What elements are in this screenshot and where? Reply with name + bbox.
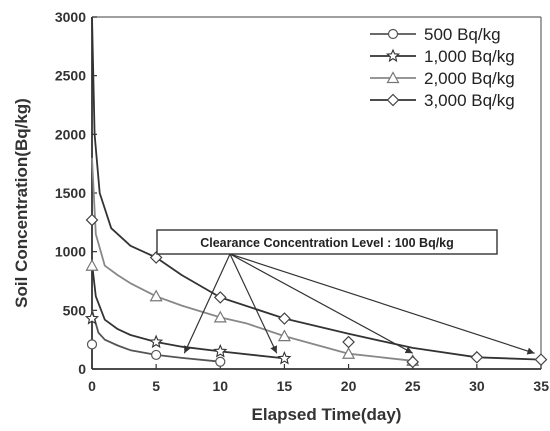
y-tick-label: 0 — [78, 361, 86, 377]
data-point-series-4 — [534, 353, 548, 366]
y-tick-label: 2500 — [55, 68, 86, 84]
annotation-text: Clearance Concentration Level : 100 Bq/k… — [200, 236, 454, 250]
data-point-series-1 — [86, 339, 98, 350]
annotation-arrow — [229, 253, 535, 355]
y-tick-label: 500 — [63, 302, 87, 318]
legend-marker — [386, 71, 400, 84]
x-tick-label: 10 — [212, 378, 228, 394]
data-point-series-1 — [151, 349, 162, 361]
data-point-series-2 — [84, 311, 100, 325]
data-point-series-3 — [85, 259, 99, 271]
legend: 500 Bq/kg 1,000 Bq/kg 2,000 Bq/kg 3,000 Bq/… — [370, 25, 515, 110]
x-tick-label: 15 — [277, 378, 293, 394]
annotation-arrow — [229, 253, 414, 354]
data-point-series-1 — [215, 356, 226, 367]
x-tick-label: 30 — [469, 378, 485, 394]
data-point-series-3 — [213, 310, 227, 323]
legend-label: 3,000 Bq/kg — [424, 91, 515, 110]
data-point-series-4 — [213, 291, 227, 304]
data-point-series-4 — [342, 335, 355, 349]
series-markers — [84, 213, 548, 369]
x-axis-label: Elapsed Time(day) — [252, 405, 402, 424]
series-line-2 — [91, 263, 285, 360]
data-point-series-4 — [470, 350, 484, 364]
legend-marker — [385, 48, 401, 63]
x-tick-label: 5 — [152, 378, 160, 394]
legend-label: 500 Bq/kg — [424, 25, 501, 44]
y-tick-label: 1000 — [55, 244, 86, 260]
y-tick-label: 3000 — [55, 9, 86, 25]
legend-label: 1,000 Bq/kg — [424, 47, 515, 66]
x-tick-label: 25 — [405, 378, 421, 394]
data-point-series-3 — [277, 329, 291, 342]
data-point-series-3 — [149, 289, 163, 302]
series-line-1 — [91, 310, 221, 363]
y-tick-label: 1500 — [55, 185, 86, 201]
data-point-series-4 — [149, 251, 163, 264]
legend-marker — [387, 28, 399, 40]
data-point-series-3 — [342, 347, 356, 359]
data-point-series-4 — [85, 213, 99, 227]
y-tick-label: 2000 — [55, 126, 86, 142]
x-tick-label: 35 — [533, 378, 549, 394]
data-point-series-4 — [406, 355, 420, 369]
annotation-box — [156, 229, 498, 255]
clearance-annotation: Clearance Concentration Level : 100 Bq/k… — [156, 229, 535, 355]
series-line-3 — [91, 157, 413, 362]
legend-label: 2,000 Bq/kg — [424, 69, 515, 88]
annotation-arrow — [229, 253, 278, 354]
annotation-arrow — [183, 253, 231, 354]
axis-ticks: 0 5 10 15 20 25 30 35 0 500 1000 1500 2000 2500 3000 — [55, 9, 549, 394]
data-point-series-2 — [213, 343, 228, 358]
x-tick-label: 0 — [88, 378, 96, 394]
y-axis-label: Soil Concentration(Bq/kg) — [12, 98, 31, 308]
data-point-series-2 — [277, 350, 292, 365]
data-point-series-4 — [278, 312, 291, 325]
data-point-series-2 — [149, 334, 164, 349]
legend-marker — [386, 93, 400, 107]
x-tick-label: 20 — [341, 378, 357, 394]
